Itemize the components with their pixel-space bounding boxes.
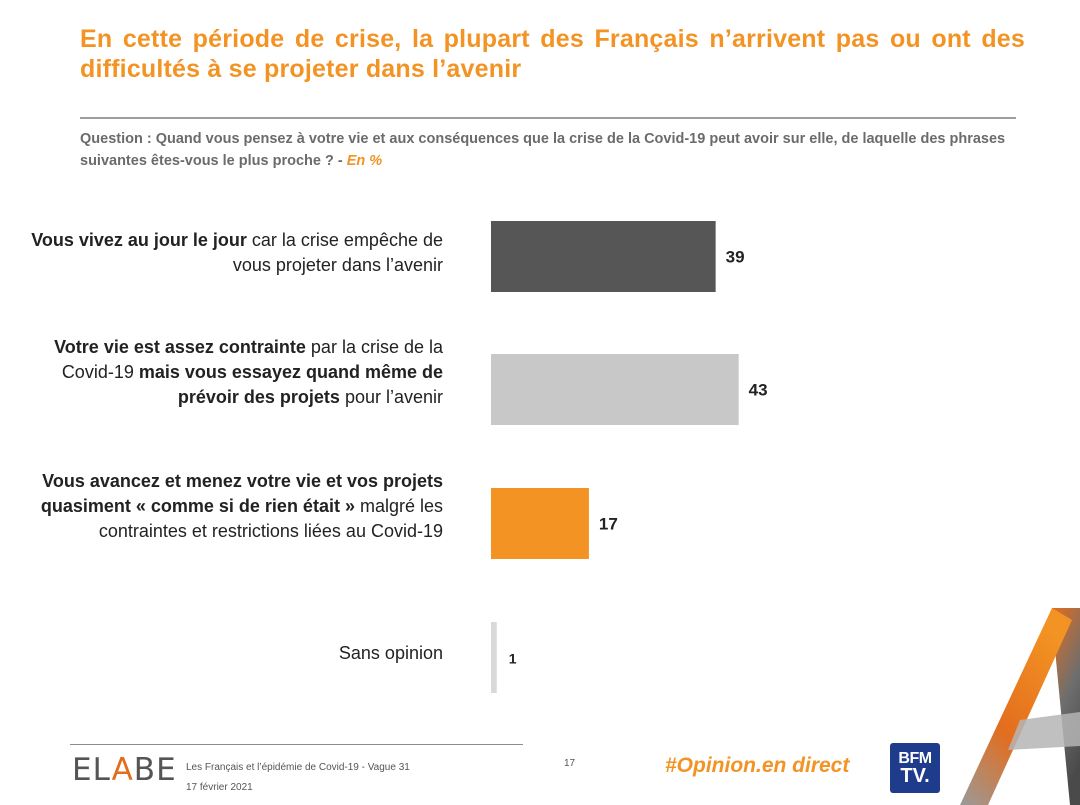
hashtag: #Opinion.en direct	[665, 754, 850, 777]
decorative-triangle-right	[1052, 608, 1080, 805]
category-label-2-normal-b: pour l’avenir	[339, 387, 443, 407]
elabe-logo: ELABE	[72, 752, 177, 788]
category-label-3-normal: malgré les contraintes et restrictions l…	[98, 496, 443, 541]
bfmtv-logo: BFM TV.	[890, 743, 940, 793]
question-text: Question : Quand vous pensez à votre vie…	[80, 128, 1020, 172]
bfmtv-logo-bottom: TV.	[900, 765, 930, 787]
footer-date: 17 février 2021	[186, 782, 253, 793]
chart-title: En cette période de crise, la plupart de…	[80, 25, 1025, 83]
footer-study-title: Les Français et l’épidémie de Covid-19 -…	[186, 762, 410, 773]
bar-value-label-4: 1	[509, 651, 517, 667]
category-label-3-bold: Vous avancez et menez votre vie et vos p…	[40, 471, 443, 516]
unit-label: En %	[346, 153, 383, 169]
elabe-logo-right: BE	[133, 752, 177, 788]
decorative-triangle-left	[960, 608, 1072, 805]
bar-2	[491, 354, 739, 425]
bar-1	[491, 221, 716, 292]
title-divider	[80, 117, 1016, 119]
bar-chart: 39 43 17 1	[491, 221, 768, 693]
category-label-1: Vous vivez au jour le jour car la crise …	[0, 228, 443, 278]
category-label-3: Vous avancez et menez votre vie et vos p…	[0, 469, 443, 544]
elabe-logo-left: EL	[72, 752, 112, 788]
category-label-2-bold-b: mais vous essayez quand même de prévoir …	[138, 362, 443, 407]
bar-value-label-3: 17	[599, 515, 618, 534]
footer-divider	[70, 744, 523, 745]
bar-value-label-1: 39	[726, 248, 745, 267]
category-label-2-normal-a: par la crise de la Covid-19	[61, 337, 443, 382]
category-label-4-normal: Sans opinion	[338, 643, 443, 663]
question-body: Question : Quand vous pensez à votre vie…	[80, 131, 1006, 169]
category-label-2-bold-a: Votre vie est assez contrainte	[54, 337, 306, 357]
bar-value-label-2: 43	[749, 381, 768, 400]
decorative-triangle-crossbar	[1008, 712, 1080, 750]
bar-4	[491, 622, 497, 693]
category-label-1-bold: Vous vivez au jour le jour	[31, 230, 247, 250]
bfmtv-logo-top: BFM	[898, 750, 932, 767]
footer-source: Les Français et l’épidémie de Covid-19 -…	[186, 758, 410, 798]
bar-3	[491, 488, 589, 559]
category-label-1-normal: car la crise empêche de vous projeter da…	[232, 230, 443, 275]
decorative-triangle-logo	[960, 608, 1080, 805]
page-number: 17	[564, 758, 576, 769]
elabe-logo-accent: A	[111, 752, 134, 788]
category-label-2: Votre vie est assez contrainte par la cr…	[0, 335, 443, 410]
category-label-4: Sans opinion	[0, 641, 443, 666]
